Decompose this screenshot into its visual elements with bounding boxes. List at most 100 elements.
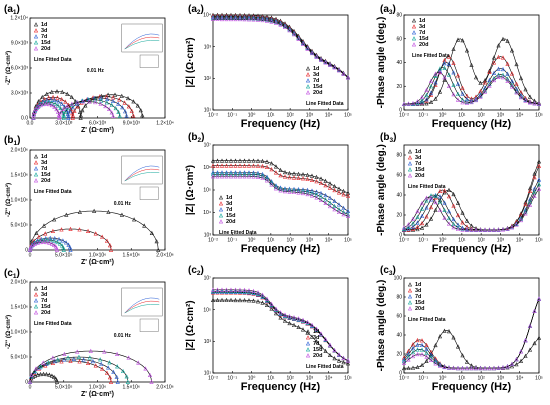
data-point-3d — [296, 175, 301, 180]
data-point-20d — [49, 102, 55, 108]
data-point-20d — [424, 87, 429, 92]
inset-curve — [124, 33, 160, 50]
data-point-1d — [36, 99, 41, 104]
data-point-20d — [478, 94, 483, 99]
data-point-1d — [219, 158, 225, 163]
legend-label-15d: 15d — [41, 172, 50, 178]
data-point-20d — [446, 221, 452, 226]
data-point-15d — [455, 91, 461, 96]
y-tick-label: 3.0×10³ — [11, 91, 28, 97]
legend-marker-1d — [33, 286, 39, 291]
y-tick-label: 10¹ — [204, 108, 212, 114]
data-point-7d — [233, 14, 238, 20]
legend-marker-7d — [33, 298, 39, 303]
data-point-7d — [424, 205, 429, 210]
data-point-7d — [415, 342, 420, 347]
legend-label-1d: 1d — [41, 22, 47, 28]
data-point-3d — [460, 220, 465, 225]
data-point-20d — [296, 36, 301, 41]
data-point-7d — [111, 369, 116, 374]
data-point-1d — [341, 360, 346, 365]
legend-label-3d: 3d — [313, 72, 319, 78]
data-point-1d — [300, 172, 306, 177]
data-point-3d — [126, 104, 131, 109]
data-point-15d — [255, 172, 261, 177]
data-point-20d — [147, 372, 153, 378]
data-point-1d — [132, 217, 137, 222]
data-point-1d — [446, 187, 452, 192]
data-point-7d — [110, 98, 116, 103]
legend-label-7d: 7d — [41, 34, 47, 40]
data-point-15d — [117, 113, 122, 118]
data-point-1d — [140, 113, 145, 118]
data-point-3d — [215, 163, 220, 168]
data-point-7d — [433, 192, 438, 198]
legend-marker-20d — [411, 42, 417, 47]
data-point-7d — [255, 292, 261, 297]
data-point-7d — [70, 105, 75, 110]
data-point-7d — [68, 247, 73, 252]
data-point-7d — [237, 14, 243, 20]
data-point-3d — [415, 337, 420, 343]
data-point-20d — [433, 361, 438, 366]
fit-line-15d — [29, 356, 129, 383]
data-point-1d — [131, 99, 136, 104]
data-point-7d — [455, 81, 461, 86]
data-point-1d — [282, 318, 288, 323]
y-tick-label: 0 — [399, 371, 402, 377]
inset-plot — [121, 287, 163, 317]
data-point-15d — [424, 198, 429, 203]
x-tick-label: 10⁴ — [516, 376, 524, 382]
data-point-7d — [305, 187, 310, 192]
fit-line-20d — [403, 188, 540, 231]
legend-label-3d: 3d — [419, 24, 425, 30]
x-tick-label: 10⁻¹ — [418, 113, 428, 119]
data-point-1d — [509, 364, 515, 369]
data-point-20d — [532, 101, 537, 106]
data-point-15d — [264, 17, 270, 22]
data-point-1d — [54, 377, 59, 383]
data-point-3d — [341, 192, 346, 197]
data-point-20d — [215, 287, 220, 292]
data-point-7d — [428, 90, 434, 95]
data-point-1d — [523, 353, 528, 358]
data-point-20d — [282, 312, 288, 317]
data-point-3d — [536, 163, 542, 168]
data-point-15d — [437, 199, 443, 204]
data-point-3d — [451, 60, 456, 65]
data-point-20d — [514, 90, 519, 95]
x-tick-label: 1.2×10⁴ — [156, 121, 174, 127]
y-tick-label: 10³ — [204, 233, 212, 239]
x-tick-label: 10⁵ — [344, 238, 352, 244]
data-point-20d — [49, 241, 55, 246]
data-point-20d — [500, 365, 506, 370]
data-point-20d — [31, 115, 36, 120]
data-point-1d — [135, 103, 140, 108]
data-point-20d — [514, 222, 519, 227]
data-point-1d — [35, 372, 40, 377]
data-point-20d — [442, 75, 447, 80]
data-point-3d — [500, 55, 506, 60]
data-point-7d — [116, 101, 121, 106]
data-point-20d — [54, 106, 59, 112]
legend-label-7d: 7d — [313, 341, 319, 347]
data-point-15d — [415, 214, 420, 220]
data-point-1d — [29, 239, 34, 244]
data-point-20d — [496, 365, 501, 370]
y-tick-label: 2.0×10⁶ — [11, 148, 29, 154]
x-tick-label: 5.0×10⁵ — [55, 385, 73, 391]
x-tick-label: 1.5×10⁶ — [123, 253, 141, 259]
y-axis-title: -Z'' (Ω·cm²) — [5, 183, 12, 217]
data-point-20d — [446, 83, 452, 89]
fit-line-20d — [403, 298, 540, 369]
data-point-7d — [115, 379, 120, 384]
fit-line-1d — [29, 210, 159, 251]
inset-curve — [124, 165, 160, 182]
data-point-1d — [415, 364, 420, 370]
y-tick-label: 5.0×10⁵ — [10, 223, 28, 229]
data-point-20d — [460, 100, 465, 105]
data-point-1d — [54, 379, 60, 384]
y-tick-label: 100 — [394, 276, 403, 282]
legend-label-20d: 20d — [313, 90, 322, 96]
data-point-15d — [65, 105, 71, 111]
